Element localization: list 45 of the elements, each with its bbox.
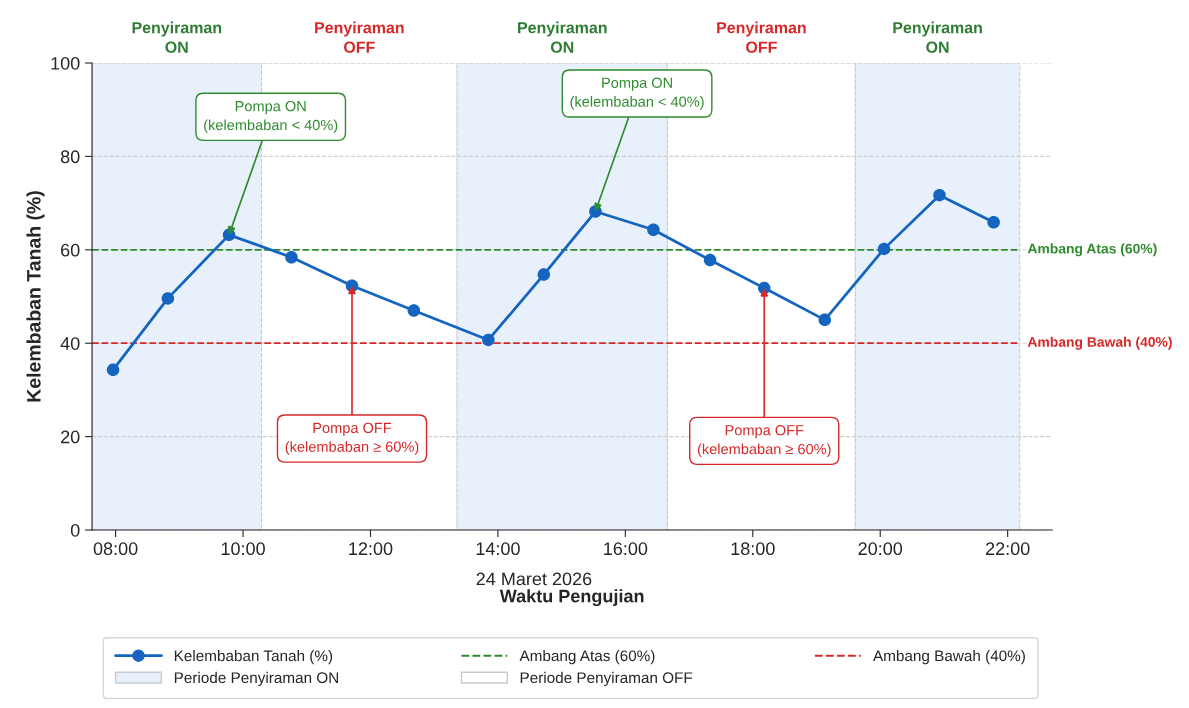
y-tick-label: 60	[61, 243, 80, 257]
y-tick-label: 0	[70, 523, 80, 537]
point	[647, 223, 660, 236]
text: Periode Penyiraman OFF	[520, 671, 693, 687]
point	[161, 292, 175, 305]
x-tick-label: 20:00	[858, 542, 903, 556]
text: Ambang Bawah (40%)	[873, 649, 1025, 665]
text: 24 Maret 2026	[476, 572, 592, 586]
band-label: Penyiraman OFF	[717, 21, 806, 53]
y-tick-label: 100	[51, 56, 80, 70]
point	[407, 304, 421, 317]
x-tick-label: 18:00	[731, 542, 775, 556]
point	[987, 216, 1000, 229]
y-tick-label: 40	[60, 337, 80, 350]
text: Ambang Atas (60%)	[519, 649, 655, 665]
x-tick-label: 16:00	[604, 542, 648, 556]
band-label: Penyiraman ON	[893, 21, 982, 53]
y-axis-title: Kelembaban Tanah (%)	[26, 191, 45, 402]
point	[285, 251, 298, 264]
x-tick-label: 22:00	[985, 542, 1030, 556]
x-tick-label: 14:00	[476, 542, 520, 556]
legend-label: Kelembaban Tanah (%)	[174, 649, 333, 665]
ref-line-label: Ambang Bawah (40%)	[1027, 336, 1172, 350]
point	[818, 313, 832, 327]
annotation: Pompa ON (kelembaban < 40%)	[570, 77, 704, 110]
point	[537, 268, 551, 281]
x-tick-label: 12:00	[349, 542, 393, 556]
text: Periode Penyiraman ON	[174, 671, 338, 687]
y-tick-label: 80	[60, 150, 80, 164]
x-axis-title: Waktu Pengujian	[499, 589, 644, 607]
point	[106, 363, 120, 377]
y-tick-label: 20	[61, 430, 80, 444]
point	[482, 333, 495, 347]
annotation: Pompa OFF (kelembaban ≥ 60%)	[697, 425, 831, 458]
point	[933, 188, 946, 202]
ref-line-label: Ambang Atas (60%)	[1027, 243, 1157, 257]
point	[877, 242, 891, 256]
annotation: Pompa ON (kelembaban < 40%)	[204, 100, 338, 134]
annotation: Pompa OFF (kelembaban ≥ 60%)	[285, 422, 419, 455]
x-tick-label: 10:00	[221, 542, 265, 556]
x-tick-label: 08:00	[93, 542, 138, 556]
band-label: Penyiraman ON	[518, 21, 607, 53]
band-label: Penyiraman ON	[132, 21, 222, 53]
point	[703, 253, 717, 267]
band-label: Penyiraman OFF	[315, 21, 404, 53]
